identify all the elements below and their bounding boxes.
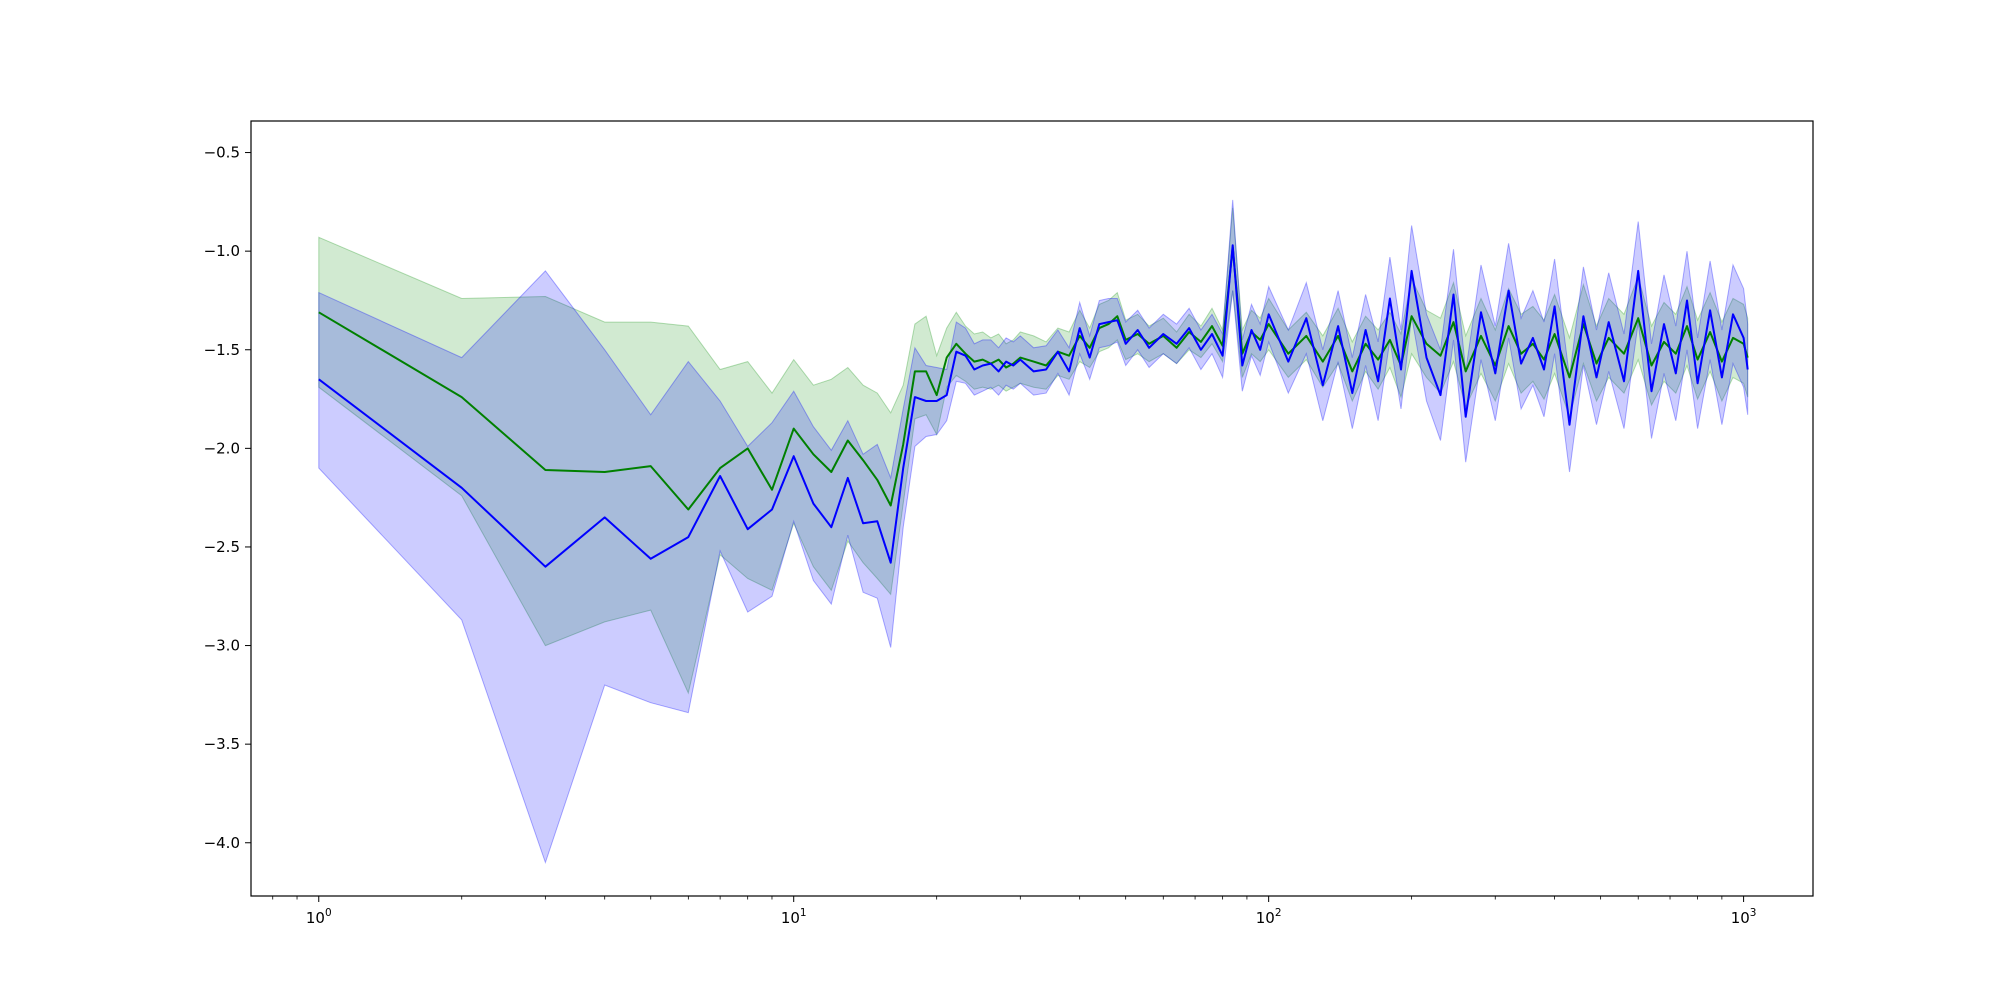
x-tick-exponent: 3 [1750,907,1757,919]
series-2-band [318,199,1749,865]
y-tick-label: −0.5 [204,144,240,162]
series-1-band [318,207,1749,695]
confidence-bands [318,199,1749,865]
series-lines [318,244,1749,568]
y-tick-label: −3.0 [204,637,240,655]
y-axis: −0.5 −1.0 −1.5 −2.0 −2.5 −3.0 −3.5 −4.0 [204,144,251,852]
y-tick-label: −1.0 [204,242,240,260]
y-tick-label: −2.5 [204,538,240,556]
plot-frame [250,120,1814,897]
x-tick-exponent: 1 [800,907,807,919]
y-tick-label: −1.5 [204,341,240,359]
y-tick-label: −2.0 [204,439,240,457]
x-tick-exponent: 0 [325,907,332,919]
y-tick-label: −4.0 [204,834,240,852]
y-tick-label: −3.5 [204,735,240,753]
series-2-line [318,244,1749,568]
x-tick-exponent: 2 [1275,907,1282,919]
